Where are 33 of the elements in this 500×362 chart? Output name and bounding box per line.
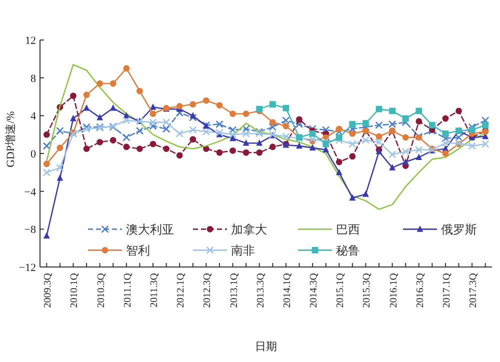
x-tick-label: 2009.3Q <box>42 272 54 308</box>
x-tick-label: 2012.1Q <box>176 272 187 308</box>
y-tick-label: −12 <box>18 262 36 274</box>
x-tick-label: 2014.1Q <box>282 272 293 308</box>
x-tick-label: 2016.3Q <box>414 272 426 308</box>
y-tick-label: 0 <box>30 148 36 160</box>
y-axis-title: GDP增速/% <box>4 111 17 168</box>
x-tick-label: 2010.1Q <box>69 272 80 308</box>
x-axis-title: 日期 <box>255 341 277 353</box>
legend-label: 巴西 <box>336 222 360 237</box>
x-tick-label: 2015.3Q <box>362 272 373 308</box>
y-tick-label: −8 <box>24 224 36 236</box>
x-tick-label: 2017.3Q <box>468 272 480 308</box>
x-tick-label: 2016.1Q <box>388 272 400 308</box>
legend-label: 加拿大 <box>231 222 267 237</box>
y-tick-label: 4 <box>30 110 36 123</box>
x-tick-label: 2017.1Q <box>441 272 452 308</box>
legend-label: 俄罗斯 <box>441 222 477 237</box>
y-tick-label: 12 <box>25 35 36 47</box>
legend-label: 南非 <box>231 244 255 258</box>
legend-label: 智利 <box>126 244 150 258</box>
x-tick-label: 2014.3Q <box>308 272 320 308</box>
x-tick-label: 2011.3Q <box>149 272 160 308</box>
x-tick-label: 2015.1Q <box>335 272 346 308</box>
y-tick-label: 8 <box>30 72 36 85</box>
y-tick-label: −4 <box>24 186 36 198</box>
x-tick-label: 2011.1Q <box>122 272 134 308</box>
x-tick-label: 2010.3Q <box>96 272 107 308</box>
x-tick-label: 2013.1Q <box>228 272 240 308</box>
x-tick-label: 2013.3Q <box>255 272 266 308</box>
x-tick-label: 2012.3Q <box>202 272 214 308</box>
legend-label: 秘鲁 <box>336 244 360 258</box>
legend-label: 澳大利亚 <box>126 222 174 237</box>
